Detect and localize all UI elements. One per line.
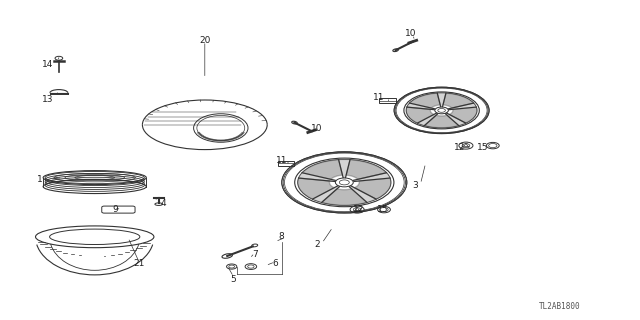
Polygon shape (339, 160, 350, 178)
Text: 10: 10 (311, 124, 323, 132)
Text: 4: 4 (161, 199, 166, 208)
Polygon shape (302, 160, 342, 179)
Polygon shape (445, 113, 466, 125)
Text: 10: 10 (405, 29, 417, 38)
Text: 6: 6 (273, 260, 278, 268)
Polygon shape (437, 93, 446, 107)
Text: TL2AB1800: TL2AB1800 (539, 302, 581, 311)
Text: 9: 9 (113, 205, 118, 214)
Text: 12: 12 (353, 205, 364, 214)
Polygon shape (322, 189, 367, 205)
Text: 1: 1 (37, 175, 42, 184)
Polygon shape (406, 107, 434, 123)
Polygon shape (355, 178, 391, 199)
Text: 21: 21 (134, 260, 145, 268)
Text: 11: 11 (373, 93, 385, 102)
Text: 15: 15 (477, 143, 489, 152)
Text: 13: 13 (42, 95, 54, 104)
Polygon shape (424, 115, 459, 128)
Text: 2: 2 (314, 240, 319, 249)
Polygon shape (346, 160, 387, 179)
Text: 15: 15 (377, 205, 388, 214)
Polygon shape (349, 186, 376, 202)
Polygon shape (312, 186, 339, 202)
Text: 8: 8 (279, 232, 284, 241)
Text: 11: 11 (276, 156, 287, 164)
Polygon shape (353, 173, 390, 181)
Text: 5: 5 (231, 276, 236, 284)
Text: 14: 14 (42, 60, 54, 68)
Polygon shape (298, 173, 335, 181)
Polygon shape (407, 103, 435, 110)
Text: 20: 20 (199, 36, 211, 44)
Polygon shape (298, 178, 334, 199)
Bar (278, 161, 294, 166)
Polygon shape (443, 93, 474, 108)
Polygon shape (449, 103, 476, 110)
Text: 3: 3 (412, 181, 417, 190)
Bar (379, 98, 396, 103)
Polygon shape (449, 107, 477, 123)
Polygon shape (417, 113, 438, 125)
Text: 7: 7 (252, 250, 257, 259)
Text: 12: 12 (454, 143, 465, 152)
Polygon shape (410, 93, 440, 108)
